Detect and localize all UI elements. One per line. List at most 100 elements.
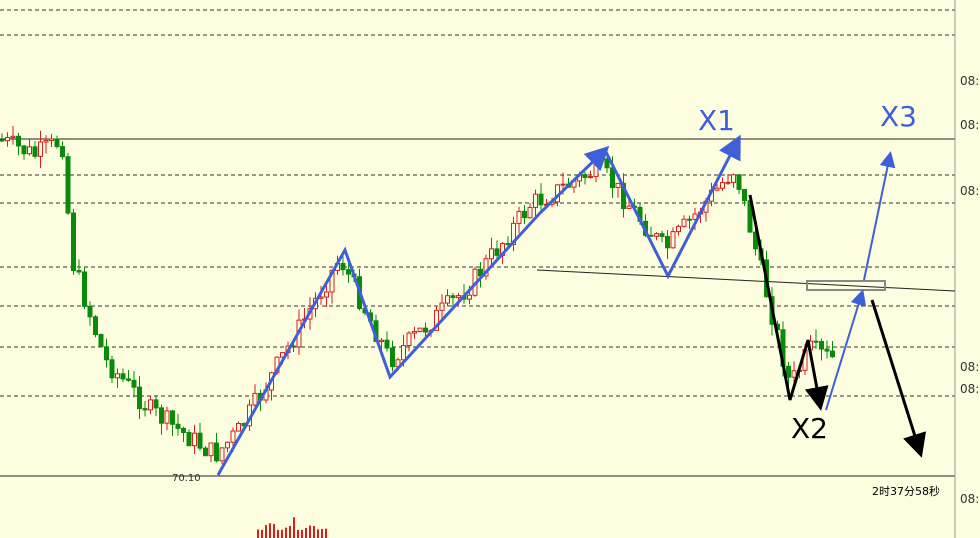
candle-body bbox=[76, 270, 82, 273]
candle-body bbox=[225, 441, 230, 449]
candle-body bbox=[621, 182, 626, 210]
candle-body bbox=[109, 359, 115, 379]
candle-body bbox=[175, 423, 181, 429]
candle-body bbox=[82, 271, 87, 307]
candle-body bbox=[27, 146, 32, 155]
candle-body bbox=[489, 248, 494, 260]
candle-body bbox=[742, 188, 747, 202]
candle-body bbox=[687, 218, 692, 221]
candle-body bbox=[340, 263, 346, 271]
candle-body bbox=[115, 373, 120, 379]
candle-body bbox=[197, 432, 203, 449]
candle-body bbox=[170, 410, 175, 425]
candle-body bbox=[203, 447, 208, 457]
candle-body bbox=[390, 347, 395, 368]
candle-body bbox=[665, 235, 670, 249]
candle-body bbox=[214, 442, 219, 462]
candle-body bbox=[813, 340, 819, 343]
candle-body bbox=[164, 410, 170, 424]
candle-body bbox=[654, 233, 659, 237]
candle-body bbox=[71, 212, 76, 272]
candle-body bbox=[511, 222, 516, 245]
candle-body bbox=[208, 442, 214, 457]
candle-body bbox=[10, 135, 16, 139]
candle-body bbox=[439, 302, 445, 311]
axis-label: 08: bbox=[960, 382, 979, 396]
axis-label: 08: bbox=[960, 184, 979, 198]
candle-body bbox=[417, 327, 423, 333]
candle-body bbox=[714, 187, 720, 191]
candle-body bbox=[236, 423, 241, 432]
price-axis: 08: 08: 08: 08: 08: 08: bbox=[960, 74, 979, 506]
candle-body bbox=[791, 370, 797, 378]
candle-body bbox=[65, 156, 71, 214]
candle-body bbox=[522, 210, 527, 219]
candle-body bbox=[615, 182, 621, 189]
wave-label: X1 bbox=[698, 104, 735, 137]
candle-body bbox=[93, 316, 98, 336]
candle-body bbox=[54, 138, 60, 148]
candle-body bbox=[32, 146, 38, 157]
candle-body bbox=[346, 269, 351, 275]
axis-label: 08: bbox=[960, 360, 979, 374]
candle-body bbox=[379, 339, 384, 343]
candle-body bbox=[423, 327, 428, 333]
candle-body bbox=[324, 291, 329, 298]
candle-body bbox=[467, 294, 472, 300]
candle-body bbox=[681, 218, 687, 227]
neckline bbox=[536, 269, 956, 292]
candle-body bbox=[450, 295, 456, 299]
wave-label: X3 bbox=[880, 100, 917, 133]
down-arrow bbox=[748, 194, 829, 411]
candle-body bbox=[87, 305, 93, 318]
candle-body bbox=[5, 137, 10, 142]
wave-arrow bbox=[863, 151, 896, 281]
candle-body bbox=[434, 309, 439, 331]
candle-body bbox=[181, 427, 186, 434]
candle-body bbox=[626, 205, 632, 210]
candle-body bbox=[252, 392, 258, 406]
candle-body bbox=[731, 174, 736, 183]
candle-body bbox=[670, 231, 676, 249]
candle-body bbox=[406, 332, 412, 347]
candle-body bbox=[186, 432, 192, 447]
candle-body bbox=[153, 399, 159, 409]
candle-body bbox=[230, 430, 236, 443]
candle-body bbox=[131, 379, 137, 388]
candle-body bbox=[819, 340, 824, 350]
low-label: 70.10 bbox=[172, 473, 201, 484]
candle-body bbox=[516, 210, 522, 224]
candle-body bbox=[148, 399, 153, 411]
countdown: 2时37分58秒 bbox=[872, 484, 940, 498]
candle-body bbox=[659, 233, 665, 237]
candle-body bbox=[560, 183, 566, 186]
candle-body bbox=[401, 345, 406, 361]
candle-body bbox=[38, 141, 43, 157]
candle-body bbox=[786, 365, 791, 378]
candle-body bbox=[384, 339, 390, 349]
candle-body bbox=[604, 158, 610, 169]
grid bbox=[0, 0, 956, 538]
axis-label: 08: bbox=[960, 492, 979, 506]
candle-body bbox=[126, 378, 131, 381]
candle-body bbox=[720, 182, 725, 189]
axis-label: 08: bbox=[960, 118, 979, 132]
candle-body bbox=[142, 408, 148, 411]
wave-arrow bbox=[825, 289, 867, 411]
candle-body bbox=[43, 140, 49, 143]
candle-body bbox=[0, 139, 5, 142]
candle-body bbox=[219, 447, 225, 462]
candle-body bbox=[582, 174, 588, 178]
candles bbox=[0, 125, 835, 465]
wave-arrow bbox=[603, 134, 741, 280]
down-arrow bbox=[870, 299, 927, 458]
candle-body bbox=[456, 295, 461, 299]
volume bbox=[257, 517, 327, 538]
candle-body bbox=[159, 407, 164, 424]
candle-body bbox=[483, 258, 489, 277]
candle-body bbox=[830, 350, 835, 358]
candle-body bbox=[412, 331, 417, 334]
candle-body bbox=[98, 334, 104, 348]
candle-body bbox=[137, 386, 142, 410]
